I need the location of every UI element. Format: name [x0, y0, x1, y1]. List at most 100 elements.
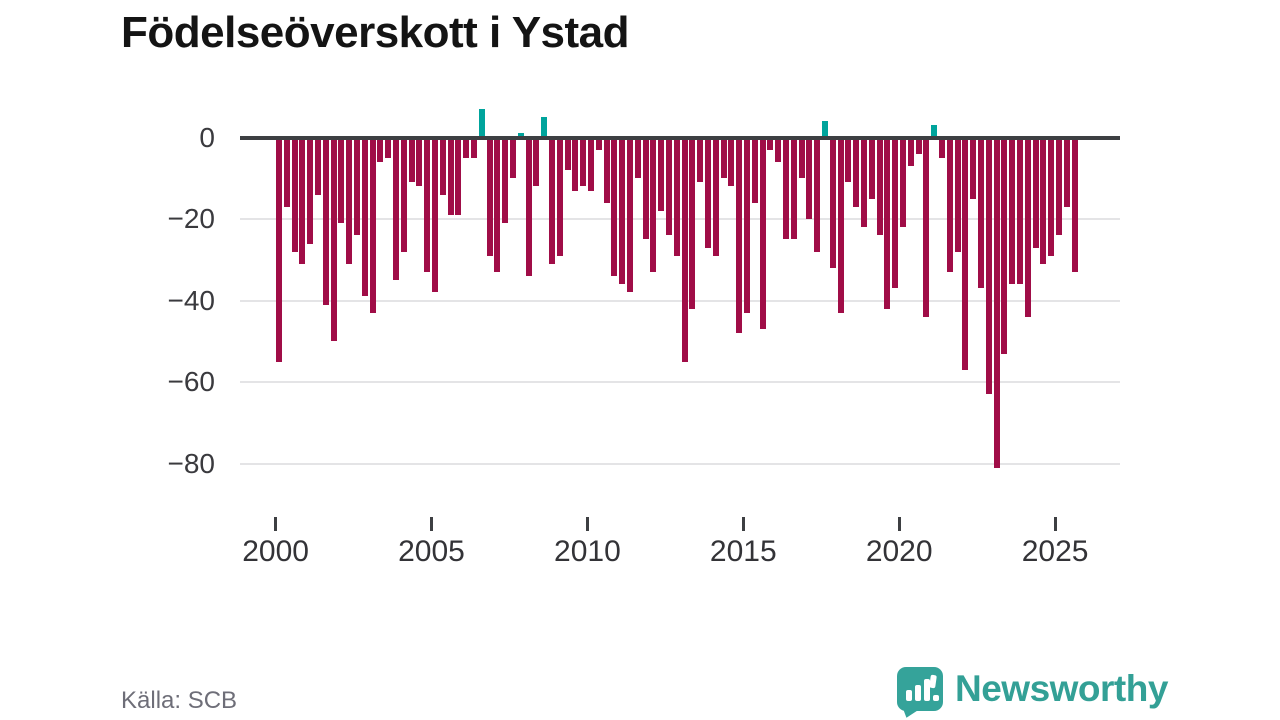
y-axis-label: −20 — [167, 203, 216, 234]
bar-2000Q4 — [299, 137, 306, 264]
bar-2002Q3 — [354, 137, 360, 236]
bar-2007Q3 — [510, 137, 516, 179]
bar-2014Q1 — [712, 137, 719, 256]
bar-2015Q1 — [744, 137, 750, 313]
bar-2023Q1 — [993, 137, 1000, 468]
bar-2019Q1 — [868, 137, 875, 199]
bar-2007Q1 — [494, 137, 501, 272]
bar-2011Q1 — [619, 137, 626, 285]
bar-2001Q4 — [330, 137, 337, 342]
bar-2016Q1 — [775, 137, 782, 162]
bar-2000Q2 — [283, 137, 290, 207]
bar-2021Q2 — [939, 137, 945, 158]
x-axis-label: 2000 — [242, 535, 309, 568]
bar-2022Q3 — [978, 137, 984, 289]
bar-2025Q1 — [1056, 137, 1062, 236]
bar-2022Q2 — [970, 137, 977, 199]
gridline — [240, 299, 1120, 302]
bar-2021Q1 — [931, 125, 938, 138]
bar-2000Q3 — [291, 137, 298, 252]
bar-2004Q1 — [400, 137, 407, 252]
bar-2017Q3 — [822, 121, 828, 138]
bar-2006Q4 — [486, 137, 493, 256]
x-axis-tick — [430, 517, 433, 531]
bar-2013Q2 — [689, 137, 696, 309]
bar-2006Q3 — [478, 109, 485, 138]
bar-2021Q4 — [954, 137, 961, 252]
bar-2005Q4 — [455, 137, 462, 215]
chart-title: Födelseöverskott i Ystad — [121, 8, 630, 57]
x-axis-label: 2005 — [398, 535, 465, 568]
bar-2022Q1 — [962, 137, 969, 370]
bar-2009Q1 — [556, 137, 563, 256]
x-axis-tick — [897, 517, 901, 531]
bar-2013Q3 — [697, 137, 704, 183]
x-axis-label: 2025 — [1021, 535, 1089, 568]
y-axis-label: 0 — [199, 121, 215, 153]
bar-2010Q2 — [595, 137, 602, 150]
bar-2011Q2 — [627, 137, 633, 293]
y-axis-label: −60 — [167, 366, 216, 397]
bar-2016Q3 — [790, 137, 797, 240]
bar-2019Q3 — [884, 137, 891, 309]
gridline — [240, 462, 1120, 465]
bar-2023Q2 — [1001, 137, 1008, 354]
bar-2001Q2 — [315, 137, 321, 195]
y-axis-label: −80 — [167, 447, 216, 479]
y-axis-label: −40 — [167, 284, 216, 316]
bar-2025Q3 — [1071, 137, 1078, 272]
bar-2024Q2 — [1032, 137, 1039, 248]
bar-2014Q3 — [728, 137, 735, 187]
bar-2017Q2 — [814, 137, 821, 252]
zero-line — [240, 135, 1120, 140]
bar-2016Q4 — [798, 137, 805, 179]
bar-2010Q4 — [611, 137, 618, 277]
bar-2020Q4 — [923, 137, 930, 317]
bar-2019Q4 — [892, 137, 899, 289]
bar-2003Q3 — [385, 137, 392, 158]
brand-wordmark: Newsworthy — [955, 668, 1168, 709]
bar-2011Q4 — [642, 137, 649, 240]
x-axis-tick — [274, 517, 278, 531]
bar-2005Q2 — [439, 137, 446, 195]
x-axis-label: 2015 — [709, 535, 777, 568]
bar-2018Q2 — [845, 137, 852, 183]
x-axis-label: 2020 — [865, 535, 933, 568]
bar-2002Q1 — [338, 137, 345, 224]
bar-2011Q3 — [634, 137, 641, 179]
bar-2024Q3 — [1040, 137, 1047, 264]
bar-2018Q3 — [853, 137, 860, 207]
bar-2014Q4 — [736, 137, 743, 334]
bar-2023Q3 — [1009, 137, 1016, 285]
bar-2015Q2 — [751, 137, 758, 203]
bar-2009Q2 — [564, 137, 571, 171]
bar-2009Q3 — [572, 137, 579, 191]
bar-2017Q4 — [829, 137, 836, 268]
bar-2019Q2 — [876, 137, 883, 236]
gridline — [240, 218, 1120, 220]
bar-2000Q1 — [276, 137, 282, 362]
bar-2012Q4 — [673, 137, 680, 256]
bar-2004Q3 — [416, 137, 423, 187]
bar-2007Q4 — [517, 133, 524, 138]
x-axis-tick — [741, 517, 745, 531]
bar-2012Q1 — [650, 137, 657, 272]
bar-2006Q2 — [471, 137, 477, 158]
bar-2020Q2 — [907, 137, 914, 166]
gridline — [240, 381, 1120, 383]
bar-2015Q4 — [767, 137, 774, 150]
bar-2023Q4 — [1017, 137, 1023, 285]
bar-2003Q2 — [377, 137, 384, 162]
source-note: Källa: SCB — [121, 687, 238, 714]
bar-2007Q2 — [502, 137, 509, 224]
bar-2010Q1 — [588, 137, 594, 191]
bar-2013Q4 — [705, 137, 711, 248]
bar-2008Q1 — [525, 137, 532, 277]
bar-2020Q3 — [915, 137, 922, 154]
bar-2008Q2 — [533, 137, 540, 187]
bar-2005Q1 — [432, 137, 438, 293]
bar-2002Q2 — [346, 137, 353, 264]
bar-2017Q1 — [806, 137, 813, 219]
